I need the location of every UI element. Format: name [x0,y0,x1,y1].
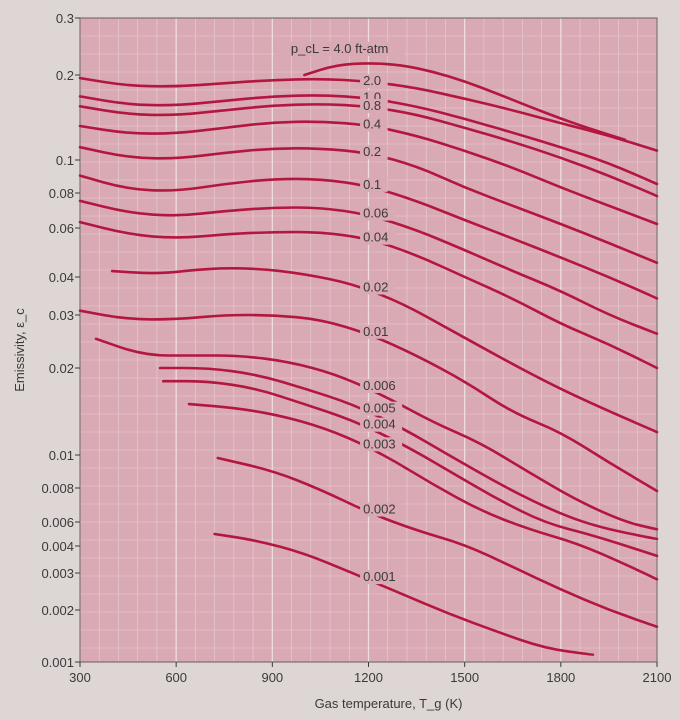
curve-label: 0.06 [363,206,388,221]
y-tick-label: 0.3 [56,11,74,26]
series-line [187,402,659,581]
x-tick-label: 900 [261,670,283,685]
curve-label: 2.0 [363,73,381,88]
curve-label: 0.8 [363,98,381,113]
curve-label-group: 0.04 [360,230,395,245]
series-line [94,337,659,531]
y-tick-label: 0.001 [41,655,74,670]
curve-label: p_cL = 4.0 ft-atm [291,41,388,56]
x-tick-label: 1800 [546,670,575,685]
curve-label-group: 0.003 [360,436,403,452]
curve-label-bg [360,570,403,585]
curve-label-group: 0.005 [360,401,403,416]
curve-label-group: 0.8 [360,98,388,113]
y-tick-label: 0.06 [49,221,74,236]
curve-label: 0.002 [363,501,396,516]
y-tick-label: 0.1 [56,153,74,168]
curve-label: 0.01 [363,324,388,339]
y-axis-label: Emissivity, ε_c [12,308,27,392]
y-tick-label: 0.008 [41,481,74,496]
x-tick-label: 2100 [643,670,672,685]
curve-label-bg [360,230,395,245]
curve-label-bg [360,401,403,416]
y-tick-label: 0.006 [41,515,74,530]
curve-label: 0.4 [363,117,381,132]
curve-label-group: 0.06 [360,206,395,221]
y-tick-label: 0.002 [41,603,74,618]
curve-label: 0.02 [363,280,388,295]
curve-label-bg [360,73,388,88]
curve-label-bg [360,117,388,132]
curve-labels: p_cL = 4.0 ft-atm2.01.00.80.40.20.10.060… [275,41,404,585]
x-tick-label: 300 [69,670,91,685]
y-tick-label: 0.004 [41,539,74,554]
x-tick-label: 1500 [450,670,479,685]
series-line [303,62,627,141]
x-axis-label: Gas temperature, T_g (K) [315,696,463,711]
curve-label-bg [360,206,395,221]
curve-label: 0.003 [363,436,396,451]
curve-label-bg [360,145,388,160]
curve-label-bg [360,324,395,339]
curve-label-bg [360,280,395,295]
curve-label-bg [275,41,404,56]
curve-label-group: 0.1 [360,177,388,192]
curve-label: 0.1 [363,177,381,192]
axes: 0.001 0.002 0.003 0.004 0.006 0.008 0.01 0.02 0.… [41,11,671,685]
curve-label: 0.006 [363,378,396,393]
series-line [216,456,659,629]
curve-label: 0.2 [363,144,381,159]
curve-label-bg [360,417,403,432]
curve-label-group: 0.4 [360,117,388,132]
curve-label-bg [360,98,388,113]
curve-label-group: 0.004 [360,417,403,432]
curve-label-group: 0.02 [360,280,395,295]
curve-label: 0.004 [363,417,396,432]
curve-label-group: 0.2 [360,144,388,160]
curve-label-bg [360,437,403,452]
curve-label-group: 0.006 [360,378,403,393]
curve-label-group: 0.01 [360,324,395,339]
curve-label-bg [360,502,403,517]
curve-label-group: 0.001 [360,569,403,585]
y-tick-label: 0.08 [49,186,74,201]
y-tick-label: 0.2 [56,68,74,83]
y-tick-label: 0.03 [49,308,74,323]
y-tick-label: 0.01 [49,448,74,463]
curve-label-group: 0.002 [360,501,403,517]
curve-label: 0.005 [363,401,396,416]
y-tick-label: 0.003 [41,566,74,581]
x-tick-label: 1200 [354,670,383,685]
curve-label-group: 2.0 [360,73,388,88]
curve-label: 0.001 [363,569,396,584]
y-tick-label: 0.02 [49,361,74,376]
y-tick-label: 0.04 [49,270,74,285]
curve-label: 0.04 [363,230,388,245]
series-line [213,532,595,657]
curve-label-bg [360,378,403,393]
grid [79,17,658,662]
curve-label-bg [360,177,388,192]
x-tick-label: 600 [165,670,187,685]
curve-label-group: p_cL = 4.0 ft-atm [275,41,404,56]
